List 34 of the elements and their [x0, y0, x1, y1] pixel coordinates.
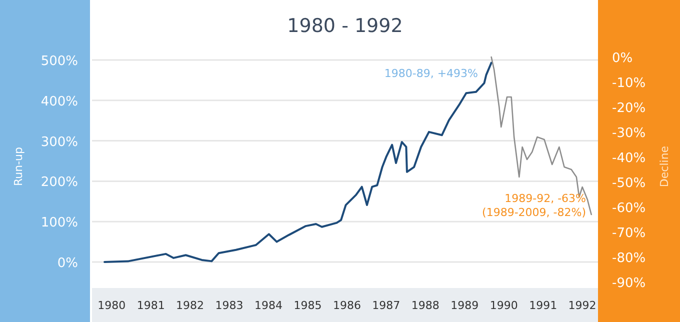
y2-tick-label: -10%: [612, 76, 646, 91]
x-tick-label: 1992: [568, 299, 596, 312]
y-tick-label: 300%: [40, 134, 78, 150]
x-tick-label: 1988: [411, 299, 440, 312]
y-tick-label: 200%: [40, 175, 78, 190]
chart-title: 1980 - 1992: [287, 15, 403, 37]
y-tick-label: 400%: [40, 94, 78, 110]
annotation: 1980-89, +493%: [384, 67, 478, 80]
y2-tick-label: -80%: [612, 251, 646, 266]
x-tick-label: 1985: [294, 299, 322, 312]
y2-tick-label: -30%: [612, 126, 646, 141]
x-tick-label: 1983: [215, 299, 244, 312]
x-tick-label: 1991: [529, 299, 558, 312]
x-tick-label: 1989: [450, 299, 479, 312]
y2-axis-title: Decline: [658, 146, 671, 188]
y2-tick-label: -40%: [612, 151, 646, 166]
y2-tick-label: 0%: [612, 51, 633, 66]
y-tick-label: 500%: [40, 54, 78, 69]
y-tick-label: 0%: [57, 256, 78, 271]
x-tick-label: 1981: [136, 299, 165, 312]
x-tick-label: 1980: [98, 299, 126, 312]
x-tick-label: 1990: [490, 299, 518, 312]
x-tick-label: 1982: [176, 299, 204, 312]
x-tick-label: 1984: [254, 299, 283, 312]
y2-tick-label: -20%: [612, 101, 646, 116]
y2-tick-label: -70%: [612, 226, 646, 241]
x-tick-label: 1987: [372, 299, 400, 312]
y2-tick-label: -50%: [612, 176, 646, 191]
y-axis-title: Run-up: [12, 146, 25, 186]
y-tick-label: 100%: [40, 216, 78, 231]
annotation: 1989-92, -63% (1989-2009, -82%): [482, 192, 586, 219]
y2-tick-label: -90%: [612, 276, 646, 291]
y2-tick-label: -60%: [612, 201, 646, 216]
x-tick-label: 1986: [332, 299, 361, 312]
